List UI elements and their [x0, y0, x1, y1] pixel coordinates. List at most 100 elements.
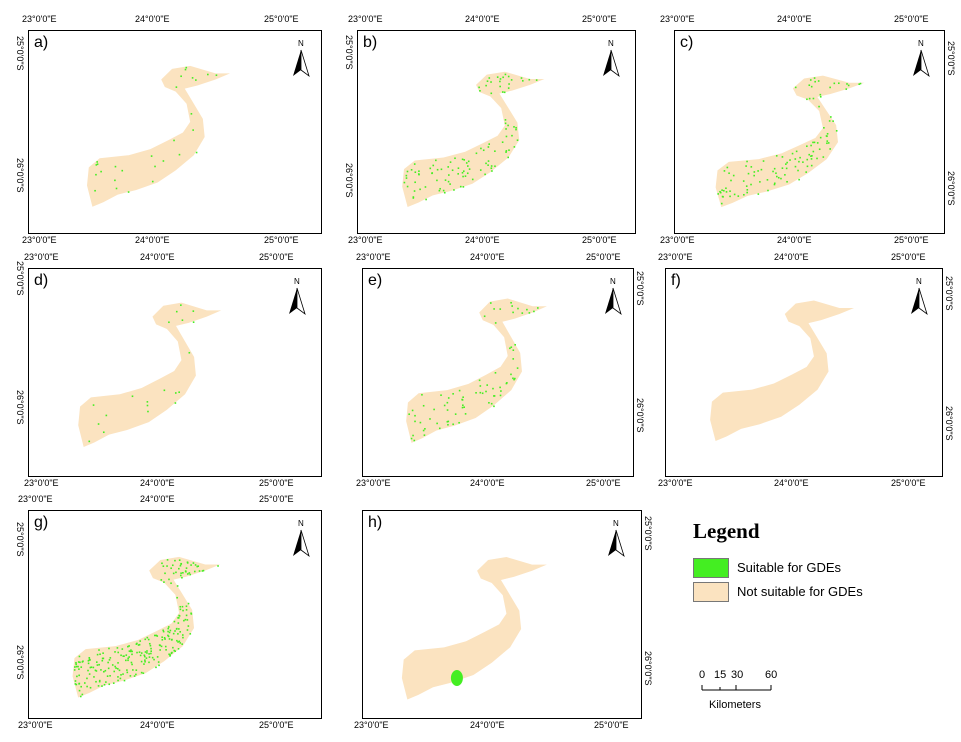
suitable-pixel [412, 197, 415, 199]
suitable-pixel [794, 165, 797, 168]
suitable-pixel [458, 421, 460, 424]
map-canvas-e [406, 298, 547, 443]
lon-tick-label: 25°0'0"E [582, 235, 617, 245]
suitable-pixel [478, 86, 480, 89]
suitable-pixel [454, 157, 456, 160]
suitable-pixel [188, 572, 191, 574]
lon-tick-label-top: 25°0'0"E [894, 14, 929, 24]
suitable-pixel [83, 682, 86, 684]
suitable-pixel [167, 630, 169, 633]
svg-text:N: N [294, 277, 300, 286]
suitable-pixel [418, 173, 420, 176]
suitable-pixel [440, 168, 443, 171]
suitable-pixel [178, 153, 181, 156]
suitable-pixel [808, 153, 811, 156]
suitable-pixel [485, 390, 487, 393]
suitable-pixel [182, 609, 184, 612]
suitable-pixel [178, 567, 180, 570]
suitable-pixel [146, 650, 148, 652]
map-canvas-b [402, 71, 545, 207]
suitable-pixel [178, 391, 180, 394]
lat-tick-label: 26°0'0"S [15, 390, 25, 425]
panel-label-h: h) [368, 514, 383, 531]
suitable-pixel [429, 418, 431, 420]
suitable-pixel [461, 406, 464, 409]
suitable-pixel [794, 86, 797, 89]
suitable-pixel [503, 91, 506, 94]
suitable-pixel [101, 659, 104, 662]
suitable-pixel [737, 195, 740, 197]
lat-tick-label: 25°0'0"S [635, 271, 645, 306]
suitable-pixel [87, 669, 89, 672]
suitable-pixel [114, 179, 116, 182]
suitable-pixel [499, 308, 502, 310]
suitable-pixel [114, 651, 116, 653]
lon-tick-label-top: 25°0'0"E [891, 252, 926, 262]
suitable-pixel [816, 157, 818, 160]
suitable-pixel [819, 136, 822, 139]
suitable-pixel [720, 202, 723, 205]
suitable-pixel [812, 97, 815, 100]
map-frame-e [362, 268, 634, 477]
suitable-pixel [510, 79, 513, 81]
suitable-pixel [86, 685, 88, 688]
suitable-pixel [745, 165, 747, 167]
suitable-pixel [508, 149, 510, 151]
suitable-pixel [127, 645, 129, 648]
suitable-pixel [812, 141, 814, 144]
suitable-pixel [746, 189, 749, 191]
suitable-pixel [185, 567, 188, 569]
svg-text:N: N [298, 39, 304, 48]
suitable-pixel [108, 647, 110, 650]
lon-tick-label: 24°0'0"E [470, 478, 505, 488]
suitable-pixel [494, 372, 497, 374]
map-frame-b [357, 30, 636, 234]
suitable-pixel [162, 630, 165, 633]
suitable-pixel [493, 405, 495, 408]
suitable-pixel [102, 652, 104, 654]
suitable-pixel [144, 660, 146, 663]
suitable-pixel [516, 139, 519, 142]
suitable-pixel [181, 634, 184, 636]
suitable-pixel [423, 434, 426, 436]
suitable-pixel [725, 187, 727, 190]
suitable-pixel [499, 85, 501, 88]
suitable-pixel [805, 171, 807, 173]
suitable-pixel [118, 669, 121, 672]
suitable-pixel [802, 161, 804, 163]
suitable-pixel [465, 162, 468, 164]
suitable-pixel [799, 156, 801, 159]
suitable-pixel [175, 86, 178, 88]
suitable-pixel [90, 666, 93, 668]
suitable-pixel [169, 629, 172, 632]
suitable-pixel [164, 645, 167, 648]
suitable-pixel [172, 572, 175, 575]
suitable-pixel [196, 565, 199, 568]
suitable-pixel [89, 686, 92, 689]
suitable-pixel [780, 177, 782, 180]
suitable-pixel [743, 193, 745, 196]
suitable-pixel [128, 650, 131, 652]
lon-tick-label-top: 23°0'0"E [660, 14, 695, 24]
suitable-pixel [481, 392, 484, 395]
legend-title: Legend [693, 519, 760, 543]
suitable-pixel [413, 190, 416, 192]
suitable-pixel [148, 656, 151, 658]
suitable-pixel [806, 145, 808, 148]
suitable-pixel [729, 195, 731, 198]
suitable-pixel [449, 161, 452, 163]
lon-tick-label-top: 25°0'0"E [586, 252, 621, 262]
suitable-pixel [419, 188, 421, 191]
suitable-pixel [462, 170, 465, 172]
suitable-pixel [143, 655, 146, 658]
suitable-pixel [195, 79, 197, 81]
north-arrow-icon: N [292, 518, 310, 563]
legend-label-suitable: Suitable for GDEs [737, 560, 842, 575]
suitable-pixel [819, 95, 822, 98]
suitable-pixel [107, 667, 110, 670]
suitable-pixel [162, 629, 164, 632]
suitable-pixel [773, 183, 776, 186]
lon-tick-label: 23°0'0"E [22, 235, 57, 245]
suitable-pixel [195, 151, 198, 154]
svg-text:N: N [608, 39, 614, 48]
